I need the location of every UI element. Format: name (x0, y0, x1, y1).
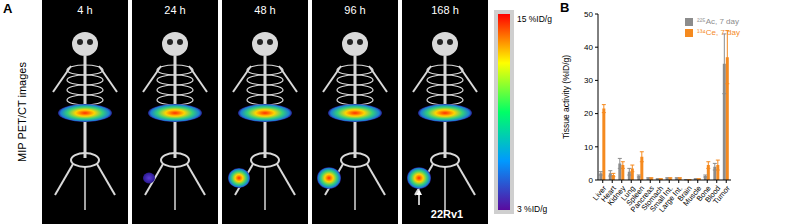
svg-text:Tumor: Tumor (711, 184, 732, 207)
svg-text:Kidney: Kidney (605, 183, 628, 208)
svg-text:Blood: Blood (703, 183, 723, 205)
svg-text:10: 10 (584, 143, 593, 152)
svg-text:A: A (8, 1, 13, 16)
svg-text:MIP PET/CT images: MIP PET/CT images (16, 62, 28, 162)
svg-text:30: 30 (584, 76, 593, 85)
svg-text:48 h: 48 h (254, 4, 275, 16)
svg-text:20: 20 (584, 109, 593, 118)
svg-text:Lung: Lung (619, 183, 637, 203)
svg-text:Muscle: Muscle (681, 183, 704, 208)
html-text:¹³⁴Ce, 7 day: ¹³⁴Ce, 7 day (697, 28, 740, 37)
svg-text:Bone: Bone (694, 183, 713, 204)
svg-text:Large Int.: Large Int. (657, 183, 685, 214)
svg-text:3 %ID/g: 3 %ID/g (517, 204, 548, 214)
svg-text:Spleen: Spleen (624, 183, 647, 208)
svg-text:96 h: 96 h (344, 4, 365, 16)
svg-text:Tissue activity (%ID/g): Tissue activity (%ID/g) (561, 55, 571, 139)
svg-text:Liver: Liver (591, 183, 609, 203)
svg-text:Brain: Brain (675, 183, 694, 204)
svg-text:Stomach: Stomach (639, 183, 666, 213)
svg-text:0: 0 (589, 176, 594, 185)
svg-text:50: 50 (584, 10, 593, 19)
svg-text:Pancreas: Pancreas (628, 183, 656, 214)
svg-text:168 h: 168 h (431, 4, 459, 16)
html-text:²²⁵Ac, 7 day: ²²⁵Ac, 7 day (697, 17, 739, 26)
svg-text:40: 40 (584, 43, 593, 52)
svg-text:4 h: 4 h (77, 4, 92, 16)
svg-text:Small Int.: Small Int. (647, 183, 675, 214)
svg-text:22Rv1: 22Rv1 (431, 208, 463, 220)
svg-text:15 %ID/g: 15 %ID/g (517, 14, 552, 24)
svg-text:24 h: 24 h (164, 4, 185, 16)
svg-text:Heart: Heart (599, 183, 618, 204)
html-text:B: B (560, 0, 570, 15)
